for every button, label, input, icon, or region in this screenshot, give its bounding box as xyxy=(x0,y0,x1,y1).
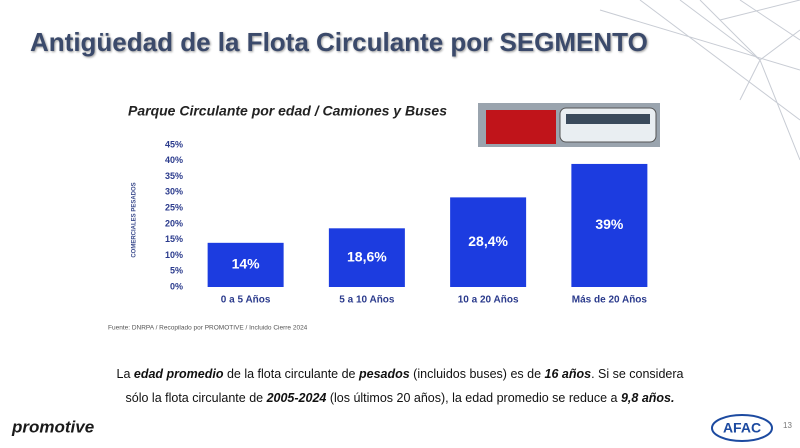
value-label: 28,4% xyxy=(468,233,508,249)
value-label: 18,6% xyxy=(347,248,387,264)
slide-title: Antigüedad de la Flota Circulante por SE… xyxy=(30,27,648,57)
y-tick-label: 10% xyxy=(165,250,183,260)
y-tick-label: 40% xyxy=(165,155,183,165)
y-tick-label: 45% xyxy=(165,139,183,149)
chart-title: Parque Circulante por edad / Camiones y … xyxy=(128,103,447,119)
bar xyxy=(571,163,648,287)
bar xyxy=(328,228,405,287)
note-emphasis: 16 años xyxy=(544,367,592,381)
note-text: de la flota circulante de xyxy=(223,367,359,381)
x-tick-label: 10 a 20 Años xyxy=(458,295,519,306)
brand-logo: promotive xyxy=(11,417,94,436)
source: Fuente: DNRPA / Recopilado por PROMOTIVE… xyxy=(108,325,308,332)
note-text: La xyxy=(116,367,134,381)
afac-logo: AFAC xyxy=(723,420,761,436)
y-tick-label: 15% xyxy=(165,234,183,244)
bar xyxy=(450,197,527,287)
y-axis-label: COMERCIALES PESADOS xyxy=(132,182,138,257)
note-emphasis: 9,8 años. xyxy=(620,391,675,405)
x-tick-label: 5 a 10 Años xyxy=(339,295,395,306)
y-tick-label: 35% xyxy=(165,171,183,181)
note-text: sólo la flota circulante de xyxy=(125,391,267,405)
y-tick-label: 5% xyxy=(170,266,183,276)
logo-ring xyxy=(711,414,773,442)
note-text: (los últimos 20 años), la edad promedio … xyxy=(326,391,621,405)
value-label: 14% xyxy=(232,256,261,272)
note-emphasis: edad promedio xyxy=(133,367,224,381)
y-tick-label: 30% xyxy=(165,187,183,197)
note-emphasis: pesados xyxy=(358,367,410,381)
note: La edad promedio de la flota circulante … xyxy=(60,362,740,410)
note-text: . Si se considera xyxy=(591,367,684,381)
y-tick-label: 20% xyxy=(165,218,183,228)
bar xyxy=(207,242,284,287)
note-emphasis: 2005-2024 xyxy=(266,391,327,405)
vehicle-photos xyxy=(478,103,660,147)
page-number: 13 xyxy=(783,421,792,430)
y-tick-label: 25% xyxy=(165,202,183,212)
y-tick-label: 0% xyxy=(170,281,183,291)
note-text: (incluidos buses) es de xyxy=(409,367,545,381)
value-label: 39% xyxy=(595,216,624,232)
x-tick-label: Más de 20 Años xyxy=(572,295,648,306)
decoration xyxy=(599,0,800,161)
x-tick-label: 0 a 5 Años xyxy=(221,295,271,306)
